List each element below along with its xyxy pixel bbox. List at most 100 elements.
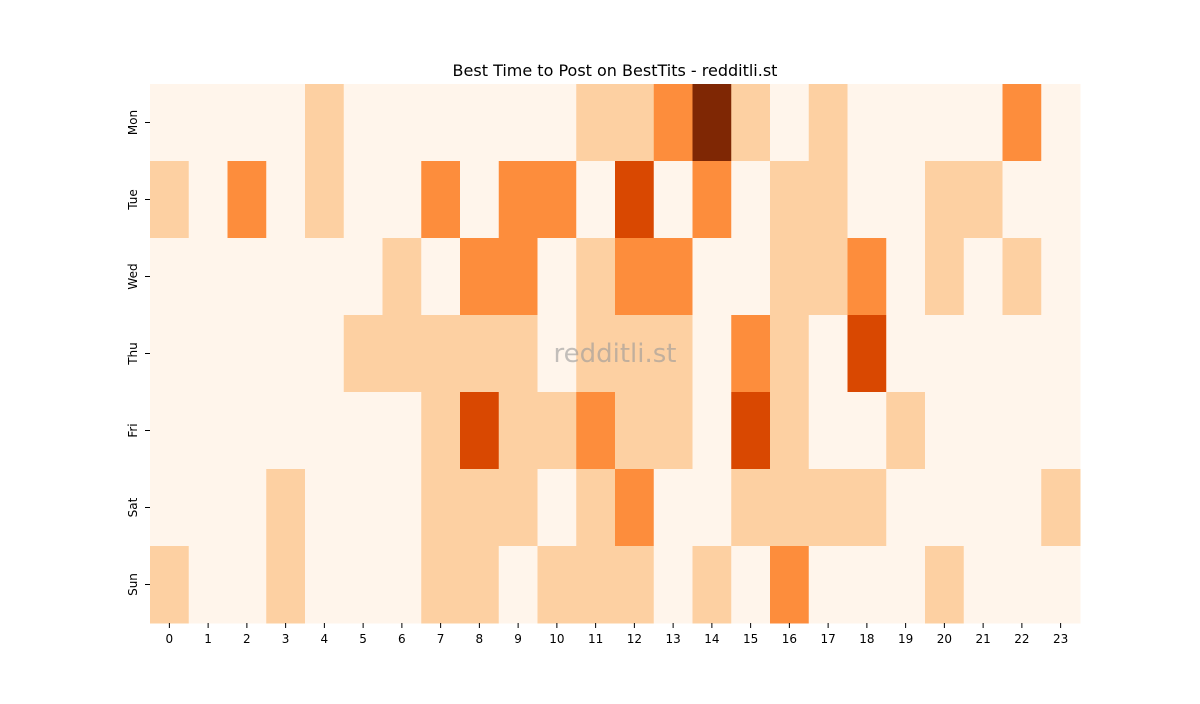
heatmap-cell-thu-18 [847, 315, 887, 393]
heatmap-cell-mon-20 [925, 84, 965, 162]
heatmap-cell-mon-8 [460, 84, 500, 162]
x-tick-label: 8 [476, 632, 484, 646]
heatmap-cell-sat-8 [460, 469, 500, 547]
heatmap-cell-tue-14 [692, 161, 732, 239]
heatmap-cell-fri-16 [770, 392, 810, 470]
heatmap-cell-sat-2 [227, 469, 267, 547]
x-tick-label: 10 [549, 632, 564, 646]
heatmap-cell-fri-11 [576, 392, 616, 470]
heatmap-cell-fri-2 [227, 392, 267, 470]
heatmap-cell-mon-18 [847, 84, 887, 162]
heatmap-cell-sat-10 [537, 469, 577, 547]
heatmap-cell-mon-6 [382, 84, 422, 162]
heatmap-cell-wed-13 [653, 238, 693, 316]
heatmap-cell-mon-13 [653, 84, 693, 162]
x-tick-label: 15 [743, 632, 758, 646]
heatmap-cell-sun-19 [886, 546, 926, 624]
heatmap-cell-mon-2 [227, 84, 267, 162]
x-tick-label: 20 [937, 632, 952, 646]
heatmap-cell-tue-16 [770, 161, 810, 239]
heatmap-cell-wed-8 [460, 238, 500, 316]
heatmap-cell-fri-8 [460, 392, 500, 470]
y-tick-label: Tue [126, 189, 140, 211]
heatmap-cell-thu-0 [150, 315, 190, 393]
heatmap-cell-tue-6 [382, 161, 422, 239]
heatmap-cell-mon-3 [266, 84, 306, 162]
heatmap-cell-fri-9 [498, 392, 538, 470]
heatmap-cell-sun-7 [421, 546, 461, 624]
heatmap-cell-mon-22 [1002, 84, 1042, 162]
heatmap-cell-tue-21 [963, 161, 1003, 239]
heatmap-cell-thu-15 [731, 315, 771, 393]
heatmap-cell-sat-0 [150, 469, 190, 547]
y-tick-label: Wed [126, 263, 140, 289]
heatmap-cell-sun-16 [770, 546, 810, 624]
heatmap-cell-wed-4 [305, 238, 345, 316]
heatmap-cell-sat-4 [305, 469, 345, 547]
heatmap-cell-wed-19 [886, 238, 926, 316]
heatmap-cell-wed-17 [808, 238, 848, 316]
heatmap-cell-wed-22 [1002, 238, 1042, 316]
heatmap-cell-sun-0 [150, 546, 190, 624]
heatmap-cell-wed-18 [847, 238, 887, 316]
heatmap-cell-sun-6 [382, 546, 422, 624]
heatmap-cell-tue-5 [343, 161, 383, 239]
heatmap-cell-sun-20 [925, 546, 965, 624]
heatmap-cell-sun-4 [305, 546, 345, 624]
heatmap-cell-sun-3 [266, 546, 306, 624]
heatmap-cell-sat-11 [576, 469, 616, 547]
heatmap-cell-tue-2 [227, 161, 267, 239]
heatmap-cell-tue-17 [808, 161, 848, 239]
heatmap-cell-mon-11 [576, 84, 616, 162]
heatmap-cell-thu-19 [886, 315, 926, 393]
heatmap-cell-sun-22 [1002, 546, 1042, 624]
heatmap-cell-thu-7 [421, 315, 461, 393]
y-tick-label: Mon [126, 110, 140, 135]
x-tick-label: 4 [321, 632, 329, 646]
heatmap-cell-sat-13 [653, 469, 693, 547]
heatmap-cell-wed-9 [498, 238, 538, 316]
heatmap-cell-sat-5 [343, 469, 383, 547]
x-tick-label: 7 [437, 632, 445, 646]
heatmap-cell-mon-15 [731, 84, 771, 162]
heatmap-cell-tue-10 [537, 161, 577, 239]
heatmap-cell-tue-8 [460, 161, 500, 239]
x-tick-label: 0 [166, 632, 174, 646]
heatmap-cell-tue-4 [305, 161, 345, 239]
x-tick-label: 6 [398, 632, 406, 646]
heatmap-cell-sun-5 [343, 546, 383, 624]
heatmap-cell-thu-22 [1002, 315, 1042, 393]
heatmap-cell-fri-10 [537, 392, 577, 470]
x-tick-label: 3 [282, 632, 290, 646]
heatmap-cell-sun-13 [653, 546, 693, 624]
heatmap-cell-fri-12 [615, 392, 655, 470]
heatmap-cell-sun-2 [227, 546, 267, 624]
heatmap-cell-fri-17 [808, 392, 848, 470]
heatmap-cell-thu-4 [305, 315, 345, 393]
x-axis: 0 1 2 3 4 5 6 7 8 9 10 11 12 13 14 15 16 17 18 19 20 21 22 23 [166, 623, 1068, 646]
heatmap-cell-sat-14 [692, 469, 732, 547]
heatmap-cell-fri-1 [188, 392, 228, 470]
heatmap-cell-tue-22 [1002, 161, 1042, 239]
heatmap-cell-sat-7 [421, 469, 461, 547]
heatmap-cell-mon-0 [150, 84, 190, 162]
x-tick-label: 22 [1014, 632, 1029, 646]
heatmap-cell-fri-5 [343, 392, 383, 470]
heatmap-cell-sun-8 [460, 546, 500, 624]
heatmap-cell-sun-15 [731, 546, 771, 624]
x-tick-label: 12 [627, 632, 642, 646]
heatmap-cell-mon-7 [421, 84, 461, 162]
heatmap-cell-mon-14 [692, 84, 732, 162]
heatmap-cell-thu-16 [770, 315, 810, 393]
heatmap-cell-mon-17 [808, 84, 848, 162]
heatmap-cell-tue-12 [615, 161, 655, 239]
heatmap-cell-thu-10 [537, 315, 577, 393]
heatmap-cell-thu-2 [227, 315, 267, 393]
heatmap-cell-thu-9 [498, 315, 538, 393]
heatmap-cell-thu-12 [615, 315, 655, 393]
heatmap-cell-thu-17 [808, 315, 848, 393]
heatmap-cell-wed-5 [343, 238, 383, 316]
heatmap-cell-sat-19 [886, 469, 926, 547]
